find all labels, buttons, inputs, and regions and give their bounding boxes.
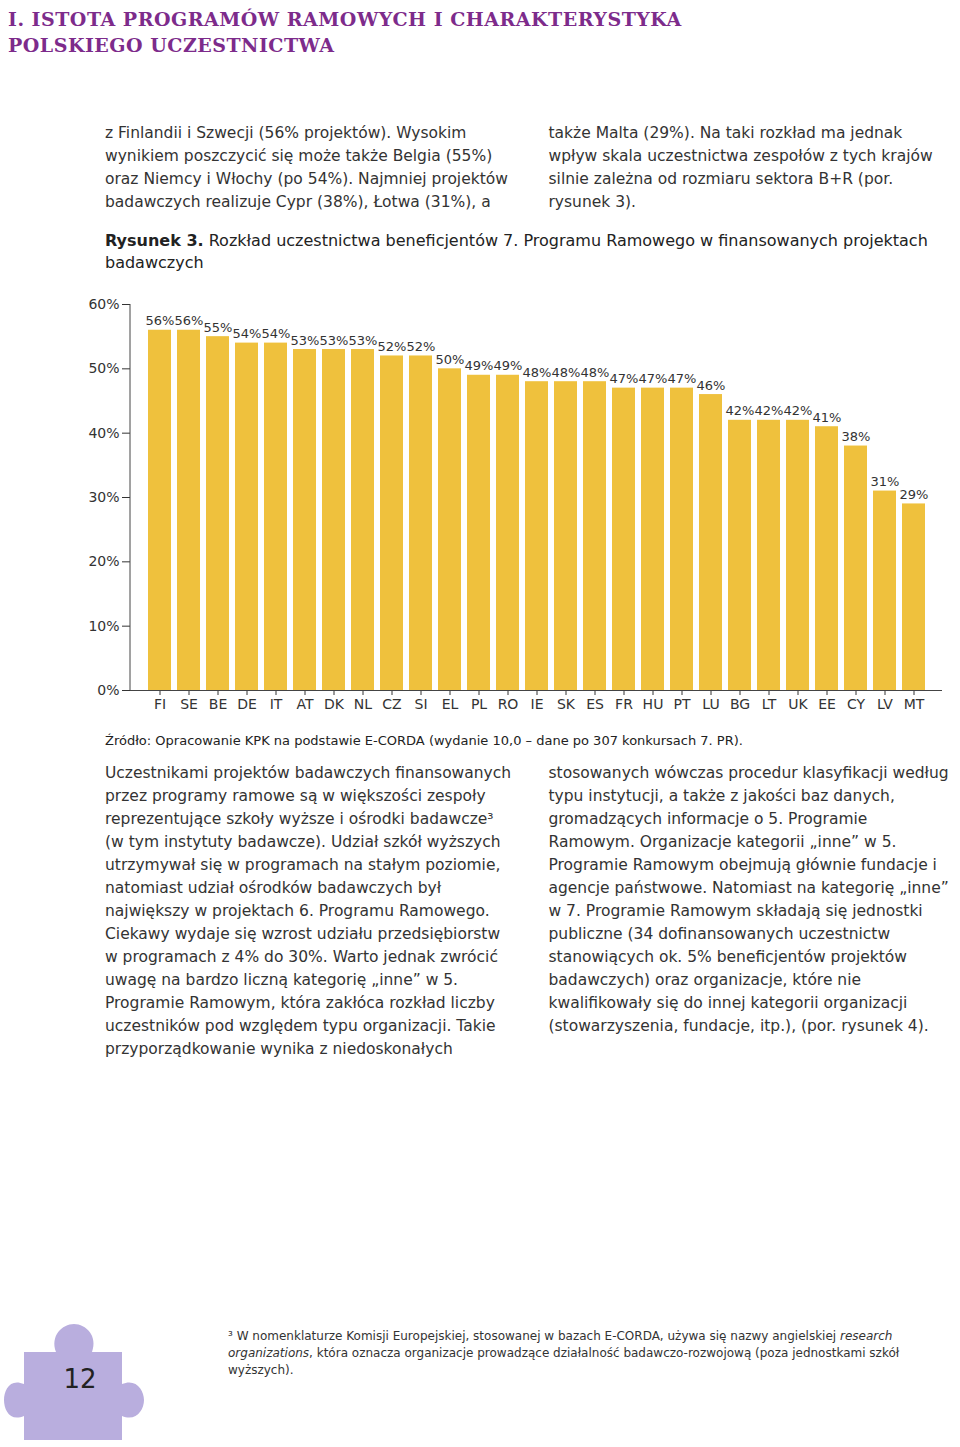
svg-text:LT: LT [762,696,777,712]
html-text:Źródło: Opracowanie KPK na pod: Źródło: Opracowanie KPK na podstawie E-C… [105,733,743,748]
svg-text:CZ: CZ [382,696,401,712]
svg-text:38%: 38% [842,429,871,444]
svg-text:47%: 47% [639,371,668,386]
svg-text:48%: 48% [523,365,552,380]
svg-text:ES: ES [586,696,604,712]
svg-text:56%: 56% [146,313,175,328]
html-text:³ W nomenklaturze Komisji Euro: ³ W nomenklaturze Komisji Europejskiej, … [228,1329,900,1377]
svg-text:FI: FI [154,696,166,712]
svg-text:48%: 48% [581,365,610,380]
svg-text:42%: 42% [726,403,755,418]
svg-text:50%: 50% [88,360,119,376]
html-text:12: 12 [63,1364,97,1394]
svg-text:54%: 54% [233,326,262,341]
svg-text:SI: SI [414,696,427,712]
svg-text:10%: 10% [88,618,119,634]
svg-text:IE: IE [531,696,544,712]
svg-text:53%: 53% [320,333,349,348]
svg-text:49%: 49% [465,358,494,373]
svg-text:60%: 60% [88,296,119,312]
html-text:POLSKIEGO UCZESTNICTWA: POLSKIEGO UCZESTNICTWA [8,34,335,56]
svg-text:55%: 55% [204,320,233,335]
svg-text:UK: UK [788,696,808,712]
svg-text:SE: SE [180,696,198,712]
svg-text:NL: NL [354,696,372,712]
svg-text:AT: AT [296,696,313,712]
svg-text:47%: 47% [610,371,639,386]
html-text:I. ISTOTA PROGRAMÓW RAMOWYCH I: I. ISTOTA PROGRAMÓW RAMOWYCH I CHARAKTER… [8,8,682,30]
html-text:Rysunek 3. Rozkład uczestnictw: Rysunek 3. Rozkład uczestnictwa beneficj… [105,231,928,272]
svg-text:29%: 29% [900,487,929,502]
svg-text:40%: 40% [88,425,119,441]
svg-text:PT: PT [674,696,691,712]
svg-text:48%: 48% [552,365,581,380]
svg-text:30%: 30% [88,489,119,505]
svg-text:DE: DE [237,696,257,712]
svg-text:20%: 20% [88,553,119,569]
svg-text:DK: DK [324,696,345,712]
svg-text:54%: 54% [262,326,291,341]
svg-text:47%: 47% [668,371,697,386]
svg-text:SK: SK [557,696,576,712]
svg-text:PL: PL [471,696,487,712]
svg-text:IT: IT [270,696,283,712]
svg-text:EL: EL [442,696,459,712]
svg-text:EE: EE [818,696,836,712]
svg-text:FR: FR [615,696,633,712]
svg-text:52%: 52% [407,339,436,354]
svg-text:56%: 56% [175,313,204,328]
svg-text:BE: BE [209,696,227,712]
svg-text:LU: LU [702,696,719,712]
svg-text:HU: HU [643,696,664,712]
svg-text:52%: 52% [378,339,407,354]
svg-text:LV: LV [877,696,893,712]
svg-text:0%: 0% [97,682,119,698]
svg-text:31%: 31% [871,474,900,489]
html-text:z Finlandii i Szwecji (56% pro: z Finlandii i Szwecji (56% projektów). W… [105,124,933,211]
svg-text:53%: 53% [291,333,320,348]
svg-text:MT: MT [904,696,925,712]
svg-text:49%: 49% [494,358,523,373]
svg-text:42%: 42% [755,403,784,418]
svg-text:BG: BG [730,696,750,712]
svg-text:50%: 50% [436,352,465,367]
svg-text:41%: 41% [813,410,842,425]
html-text:Uczestnikami projektów badawcz: Uczestnikami projektów badawczych finans… [105,764,949,1058]
svg-text:CY: CY [847,696,866,712]
svg-text:RO: RO [498,696,519,712]
svg-text:53%: 53% [349,333,378,348]
svg-text:42%: 42% [784,403,813,418]
svg-text:46%: 46% [697,378,726,393]
